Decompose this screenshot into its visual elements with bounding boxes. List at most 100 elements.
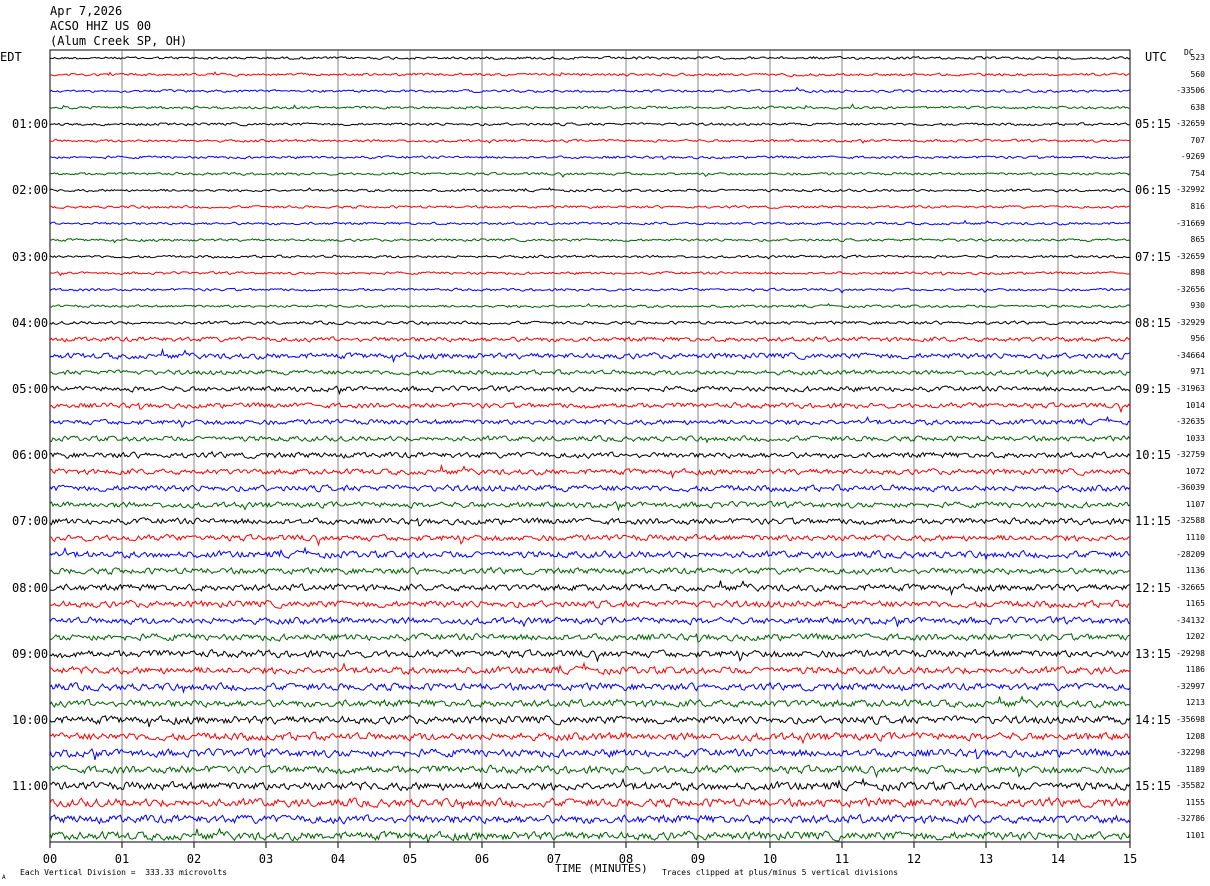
trace-offset-label: -32759 (1176, 450, 1205, 460)
trace-offset-label: -32656 (1176, 284, 1205, 294)
trace-offset-label: 1072 (1185, 466, 1205, 476)
right-timezone: UTC (1145, 50, 1167, 64)
x-tick-label: 13 (978, 852, 994, 866)
trace-offset-label: -35582 (1176, 781, 1205, 791)
seismic-trace (49, 385, 1131, 396)
seismic-trace (49, 204, 1131, 210)
left-hour-label: 11:00 (12, 779, 49, 794)
x-tick-label: 10 (762, 852, 778, 866)
trace-offset-label: -34132 (1176, 615, 1205, 625)
seismic-trace (49, 764, 1131, 779)
right-hour-label: 09:15 (1135, 382, 1172, 396)
trace-offset-label: -34664 (1176, 350, 1205, 360)
trace-offset-label: 1213 (1185, 698, 1205, 708)
corner-mark: A (2, 874, 6, 881)
seismic-trace (49, 500, 1131, 512)
trace-offset-label: -32929 (1176, 317, 1205, 327)
trace-offset-label: 816 (1190, 201, 1205, 211)
left-hour-label: 07:00 (12, 514, 49, 529)
seismic-trace (49, 86, 1131, 94)
left-hour-label: 02:00 (12, 183, 49, 198)
seismic-trace (49, 632, 1131, 643)
seismic-trace (49, 287, 1131, 294)
trace-offset-label: 707 (1190, 135, 1205, 145)
right-hour-label: 11:15 (1135, 514, 1172, 529)
left-hour-label: 06:00 (12, 448, 49, 463)
right-hour-label: 06:15 (1135, 183, 1172, 198)
seismic-trace (49, 347, 1131, 364)
seismic-trace (49, 695, 1131, 709)
trace-offset-label: 638 (1190, 102, 1205, 112)
right-hour-label: 13:15 (1135, 646, 1172, 661)
trace-offset-label: -32997 (1176, 681, 1205, 691)
trace-offset-label: 1110 (1185, 532, 1205, 542)
trace-offset-label: 1186 (1185, 665, 1205, 675)
trace-offset-label: 523 (1190, 53, 1205, 62)
seismic-trace (49, 254, 1131, 260)
seismic-trace (49, 336, 1131, 343)
seismic-trace (49, 238, 1131, 244)
trace-offset-label: -31963 (1176, 384, 1205, 393)
trace-offset-label: -31669 (1176, 218, 1205, 228)
seismic-trace (49, 580, 1131, 597)
seismic-trace (49, 731, 1131, 745)
right-hour-label: 08:15 (1135, 315, 1172, 330)
trace-offset-label: -32665 (1176, 582, 1205, 592)
scale-note: Each Vertical Division = 333.33 microvol… (20, 868, 228, 877)
clip-note: Traces clipped at plus/minus 5 vertical … (662, 868, 899, 877)
seismic-trace (49, 777, 1131, 792)
x-tick-label: 07 (546, 852, 562, 866)
trace-offset-label: 1155 (1185, 797, 1205, 807)
trace-offset-label: 898 (1190, 268, 1205, 278)
plot-frame (49, 49, 1131, 843)
trace-offset-label: 754 (1190, 168, 1205, 178)
seismic-trace (49, 122, 1131, 127)
seismic-trace (49, 648, 1131, 663)
seismic-trace (49, 103, 1131, 110)
x-tick-label: 09 (690, 852, 706, 866)
left-timezone: EDT (0, 50, 22, 64)
x-tick-label: 08 (618, 852, 634, 866)
x-tick-label: 03 (258, 852, 274, 866)
x-tick-label: 12 (906, 852, 922, 866)
trace-offset-label: 1202 (1185, 632, 1205, 642)
trace-offset-label: 956 (1190, 334, 1205, 344)
trace-offset-label: -32659 (1176, 119, 1205, 129)
trace-offset-label: 1014 (1185, 400, 1205, 410)
seismic-trace (49, 55, 1131, 61)
seismic-trace (49, 302, 1131, 309)
header-location: (Alum Creek SP, OH) (50, 34, 188, 48)
seismic-trace (49, 450, 1131, 459)
x-tick-label: 15 (1122, 852, 1138, 866)
right-hour-label: 10:15 (1135, 448, 1172, 463)
seismic-trace (49, 616, 1131, 628)
x-tick-label: 14 (1050, 852, 1066, 866)
right-hour-label: 14:15 (1135, 713, 1172, 727)
trace-offset-label: -9269 (1180, 152, 1205, 162)
trace-offset-label: 971 (1190, 367, 1205, 377)
seismic-trace (49, 71, 1131, 78)
seismic-trace (49, 463, 1131, 479)
trace-offset-label: 1208 (1185, 731, 1205, 741)
trace-offset-label: 1101 (1185, 830, 1205, 840)
seismic-trace (49, 155, 1131, 160)
seismic-trace (49, 187, 1131, 193)
dc-label: DC (1184, 48, 1194, 57)
seismic-trace (49, 271, 1131, 277)
seismic-trace (49, 171, 1131, 178)
seismic-trace (49, 533, 1131, 547)
x-tick-label: 04 (330, 852, 346, 866)
left-hour-label: 05:00 (12, 382, 49, 396)
right-hour-label: 15:15 (1135, 779, 1172, 794)
trace-offset-label: -32635 (1176, 417, 1205, 427)
seismic-trace (49, 796, 1131, 809)
seismic-trace (49, 138, 1131, 144)
header-date: Apr 7,2026 (50, 4, 123, 18)
header-station: ACSO HHZ US 00 (50, 19, 152, 33)
seismic-trace (49, 484, 1131, 493)
trace-offset-label: -32659 (1176, 251, 1205, 261)
left-hour-label: 04:00 (12, 315, 49, 330)
left-hour-label: 10:00 (12, 713, 49, 727)
x-tick-label: 01 (114, 852, 130, 866)
